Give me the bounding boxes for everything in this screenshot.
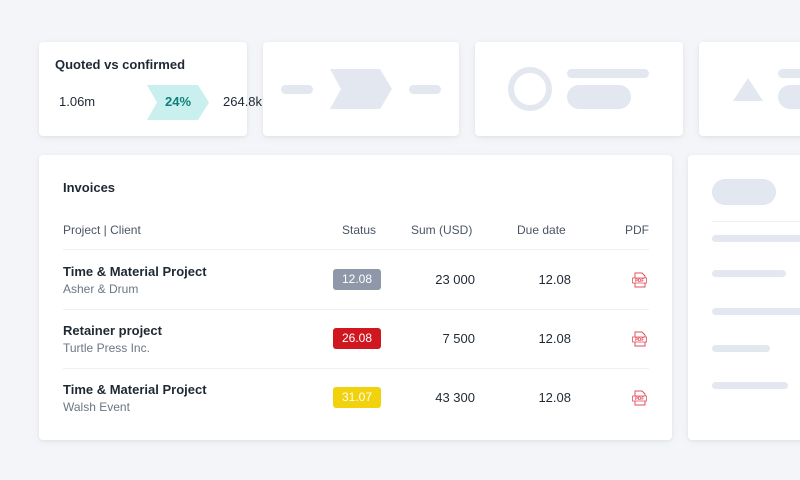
row-client-name: Turtle Press Inc.: [63, 341, 150, 355]
placeholder-chevron: [330, 69, 392, 109]
status-badge: 31.07: [333, 387, 381, 408]
pdf-file-icon[interactable]: PDF: [631, 390, 649, 406]
invoices-title: Invoices: [63, 180, 116, 195]
row-sum: 43 300: [435, 390, 475, 405]
row-project-name: Time & Material Project: [63, 382, 207, 397]
placeholder-donut: [508, 67, 552, 111]
svg-text:PDF: PDF: [635, 337, 644, 342]
row-sum: 23 000: [435, 272, 475, 287]
invoices-card: Invoices Project | Client Status Sum (US…: [39, 155, 672, 440]
placeholder-bar: [712, 345, 770, 352]
placeholder-pill: [712, 179, 776, 205]
table-row[interactable]: Retainer project Turtle Press Inc. 26.08…: [63, 309, 649, 368]
table-divider: [63, 249, 649, 250]
row-project-name: Retainer project: [63, 323, 162, 338]
placeholder-card-triangle: [699, 42, 800, 136]
table-divider: [63, 309, 649, 310]
placeholder-bar: [712, 382, 788, 389]
ratio-chevron: [147, 85, 209, 120]
row-sum: 7 500: [442, 331, 475, 346]
column-header-status: Status: [342, 223, 377, 237]
placeholder-pill: [567, 85, 631, 109]
column-header-sum: Sum (USD): [411, 223, 473, 237]
quoted-vs-confirmed-card: Quoted vs confirmed 1.06m 24% 264.8k: [39, 42, 262, 136]
status-badge: 12.08: [333, 269, 381, 290]
placeholder-bar: [281, 85, 313, 94]
status-badge: 26.08: [333, 328, 381, 349]
ratio-percent: 24%: [164, 94, 192, 109]
placeholder-bar: [567, 69, 649, 78]
placeholder-bar: [778, 69, 800, 78]
table-row[interactable]: Time & Material Project Asher & Drum 12.…: [63, 250, 649, 309]
quoted-vs-confirmed-title: Quoted vs confirmed: [55, 57, 186, 72]
svg-text:PDF: PDF: [635, 396, 644, 401]
pdf-file-icon[interactable]: PDF: [631, 272, 649, 288]
placeholder-bar: [409, 85, 441, 94]
row-project-name: Time & Material Project: [63, 264, 207, 279]
quoted-value: 1.06m: [59, 94, 96, 109]
placeholder-bar: [712, 270, 786, 277]
row-due-date: 12.08: [538, 272, 571, 287]
table-divider: [63, 368, 649, 369]
placeholder-triangle: [733, 78, 763, 101]
column-header-project: Project | Client: [63, 223, 141, 237]
column-header-due-date: Due date: [517, 223, 566, 237]
row-client-name: Asher & Drum: [63, 282, 139, 296]
placeholder-pill: [778, 85, 800, 109]
confirmed-value: 264.8k: [223, 94, 263, 109]
placeholder-card-flow: [263, 42, 459, 136]
row-due-date: 12.08: [538, 390, 571, 405]
placeholder-bar: [712, 308, 800, 315]
placeholder-card-donut: [475, 42, 683, 136]
row-due-date: 12.08: [538, 331, 571, 346]
placeholder-side-card: [688, 155, 800, 440]
pdf-file-icon[interactable]: PDF: [631, 331, 649, 347]
row-client-name: Walsh Event: [63, 400, 130, 414]
placeholder-bar: [712, 235, 800, 242]
table-row[interactable]: Time & Material Project Walsh Event 31.0…: [63, 368, 649, 427]
placeholder-divider: [712, 221, 800, 222]
column-header-pdf: PDF: [625, 223, 649, 237]
svg-text:PDF: PDF: [635, 278, 644, 283]
